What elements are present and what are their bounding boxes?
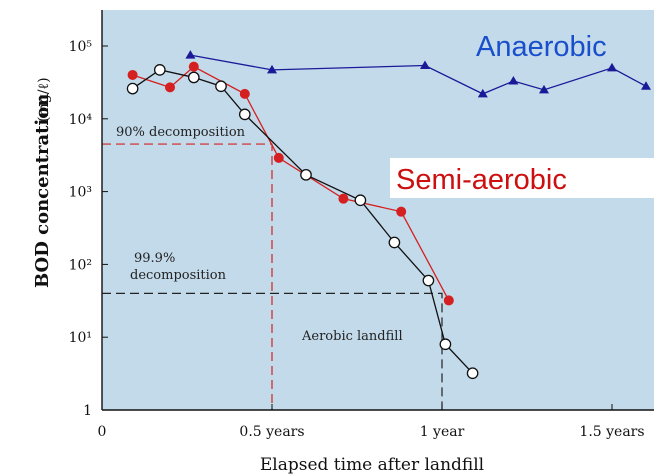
aerobic-landfill-point: [126, 82, 139, 95]
semi-aerobic-point: [396, 206, 407, 217]
aerobic-landfill-point: [238, 108, 251, 121]
aerobic-landfill-point: [187, 71, 200, 84]
semi-aerobic-point: [188, 61, 199, 72]
semi-aerobic-label-bg: [390, 158, 654, 198]
aerobic-landfill-point: [422, 274, 435, 287]
x-tick-label: 1.5 years: [579, 424, 644, 440]
aerobic-landfill-point: [300, 168, 312, 181]
annotation-decomposition: decomposition: [130, 268, 227, 283]
x-tick-label: 0: [98, 424, 107, 440]
anaerobic-point: [607, 62, 617, 72]
aerobic-landfill-point: [388, 236, 401, 249]
anaerobic-point: [267, 64, 277, 74]
anaerobic-point: [185, 50, 196, 59]
anaerobic-point: [641, 81, 651, 90]
semi-aerobic-line: [132, 65, 450, 301]
aerobic-landfill-point: [354, 194, 367, 207]
aerobic-landfill-point: [466, 367, 479, 380]
semi-aerobic-point: [239, 88, 250, 99]
annotation-99-9-percent: 99.9%: [134, 251, 175, 266]
semi-aerobic-point: [127, 69, 138, 80]
semi-aerobic-point: [273, 152, 284, 163]
anaerobic-label: Anaerobic: [476, 31, 607, 63]
semi-aerobic-point: [443, 295, 454, 306]
aerobic-landfill-point: [215, 80, 227, 93]
anaerobic-point: [477, 88, 488, 98]
semi-aerobic-point: [338, 193, 349, 204]
y-tick-label: 10¹: [69, 330, 92, 346]
aerobic-landfill-point: [153, 64, 166, 76]
y-tick-label: 10²: [69, 257, 92, 273]
aerobic-landfill-label: Aerobic landfill: [301, 329, 403, 344]
y-axis-unit: (mg/ℓ): [36, 77, 52, 122]
anaerobic-point: [508, 76, 519, 85]
semi-aerobic-label: Semi-aerobic: [396, 164, 567, 196]
anaerobic-point: [539, 84, 549, 94]
x-axis-title: Elapsed time after landfill: [260, 455, 484, 474]
y-axis-title: BOD concentration: [32, 94, 53, 288]
semi-aerobic-point: [165, 82, 175, 93]
anaerobic-point: [420, 60, 430, 69]
guide-99-9-percent: [102, 292, 443, 410]
y-tick-label: 1: [83, 403, 92, 419]
x-tick-label: 0.5 years: [239, 424, 304, 440]
y-tick-label: 10⁴: [69, 112, 93, 128]
anaerobic-line: [190, 54, 647, 95]
y-tick-label: 10⁵: [69, 39, 93, 55]
aerobic-landfill-point: [439, 338, 452, 351]
y-tick-label: 10³: [69, 185, 92, 201]
annotation-90-percent: 90% decomposition: [116, 125, 246, 140]
plot-background: [102, 10, 654, 410]
x-tick-label: 1 year: [420, 424, 465, 440]
